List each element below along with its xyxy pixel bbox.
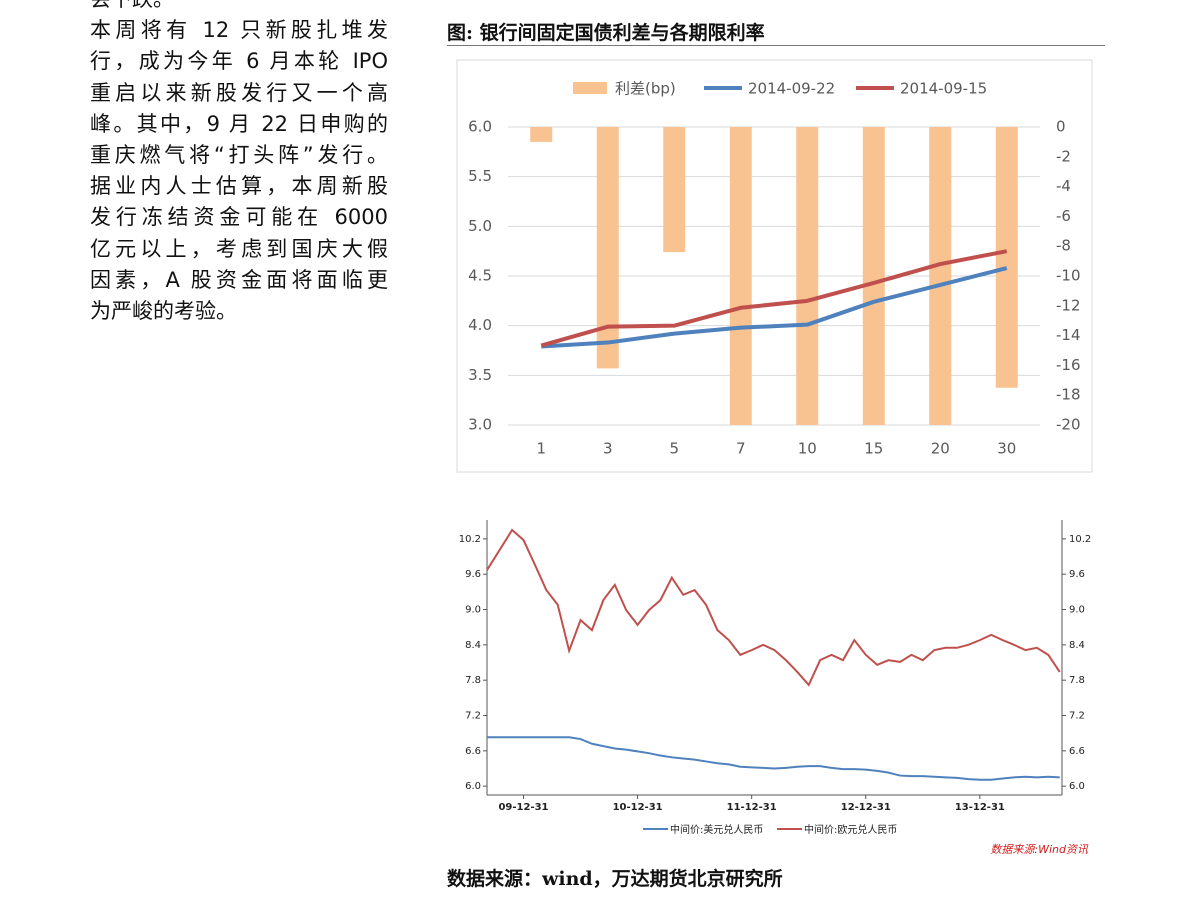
x-tick-label: 15 xyxy=(864,440,883,458)
x-tick-label: 1 xyxy=(536,440,546,458)
y-tick-label: 9.0 xyxy=(465,605,481,616)
y-tick-label: 5.5 xyxy=(468,167,492,185)
y-tick-label: 4.5 xyxy=(468,267,492,285)
x-tick-label: 20 xyxy=(931,440,950,458)
x-tick-label: 13-12-31 xyxy=(955,802,1005,813)
y2-tick-label: -4 xyxy=(1056,177,1071,195)
y2-tick-label: 6.0 xyxy=(1069,781,1085,792)
y-tick-label: 6.0 xyxy=(465,781,481,792)
y2-tick-label: -16 xyxy=(1056,356,1081,374)
y2-tick-label: 10.2 xyxy=(1069,534,1091,545)
x-tick-label: 12-12-31 xyxy=(841,802,891,813)
x-tick-label: 10-12-31 xyxy=(613,802,663,813)
text-line: 发行冻结资金可能在 6000 xyxy=(90,205,388,230)
y2-tick-label: -8 xyxy=(1056,237,1071,255)
legend-label: 利差(bp) xyxy=(615,80,676,98)
bar xyxy=(596,127,619,369)
text-line: 重庆燃气将“打头阵”发行。 xyxy=(90,142,388,167)
text-line: 本周将有 12 只新股扎堆发 xyxy=(90,18,388,43)
source-note: 数据来源：wind，万达期货北京研究所 xyxy=(447,868,783,890)
y2-tick-label: -14 xyxy=(1056,326,1081,344)
x-tick-label: 10 xyxy=(798,440,817,458)
y2-tick-label: 9.0 xyxy=(1069,605,1085,616)
text-line: 重启以来新股发行又一个高 xyxy=(90,80,388,105)
y-tick-label: 7.8 xyxy=(465,675,481,686)
text-line: 据业内人士估算，本周新股 xyxy=(90,174,388,199)
legend-label: 中间价:美元兑人民币 xyxy=(670,823,763,836)
y-tick-label: 7.2 xyxy=(465,711,481,722)
legend-label: 2014-09-22 xyxy=(748,80,835,98)
bar xyxy=(796,127,819,425)
x-tick-label: 09-12-31 xyxy=(498,802,548,813)
y-tick-label: 10.2 xyxy=(459,534,481,545)
legend-label: 2014-09-15 xyxy=(900,80,987,98)
y2-tick-label: -18 xyxy=(1056,386,1081,404)
title-rule xyxy=(447,45,1105,46)
annotation: 数据来源:Wind资讯 xyxy=(990,843,1089,856)
y2-tick-label: 6.6 xyxy=(1069,746,1085,757)
bar xyxy=(929,127,952,425)
y-tick-label: 9.6 xyxy=(465,569,481,580)
text-line: 亿元以上，考虑到国庆大假 xyxy=(90,236,388,261)
bar xyxy=(729,127,752,425)
y2-tick-label: -10 xyxy=(1056,267,1081,285)
line xyxy=(487,736,1060,781)
y2-tick-label: 8.4 xyxy=(1069,640,1085,651)
legend-label: 中间价:欧元兑人民币 xyxy=(804,823,897,836)
x-tick-label: 30 xyxy=(997,440,1016,458)
text-line: 会下跌。 xyxy=(90,0,388,15)
y2-tick-label: 0 xyxy=(1056,118,1066,136)
bar xyxy=(995,127,1018,388)
bar xyxy=(862,127,885,425)
bar xyxy=(530,127,553,142)
figure-title: 图: 银行间固定国债利差与各期限利率 xyxy=(447,22,765,44)
y-tick-label: 6.6 xyxy=(465,746,481,757)
y2-tick-label: 7.2 xyxy=(1069,711,1085,722)
text-line: 为严峻的考验。 xyxy=(90,298,237,323)
line xyxy=(540,249,1008,348)
y-tick-label: 5.0 xyxy=(468,217,492,235)
x-tick-label: 3 xyxy=(603,440,613,458)
legend-swatch xyxy=(573,82,607,94)
bar xyxy=(663,127,686,253)
x-tick-label: 7 xyxy=(736,440,746,458)
y-tick-label: 3.5 xyxy=(468,366,492,384)
line xyxy=(486,528,1061,687)
line xyxy=(541,266,1008,349)
y-tick-label: 4.0 xyxy=(468,316,492,334)
y-tick-label: 6.0 xyxy=(468,118,492,136)
y2-tick-label: -6 xyxy=(1056,207,1071,225)
y-tick-label: 8.4 xyxy=(465,640,481,651)
y2-tick-label: 9.6 xyxy=(1069,569,1085,580)
y2-tick-label: -12 xyxy=(1056,296,1081,314)
x-tick-label: 5 xyxy=(669,440,679,458)
y2-tick-label: 7.8 xyxy=(1069,675,1085,686)
text-line: 峰。其中，9 月 22 日申购的 xyxy=(90,111,388,136)
x-tick-label: 11-12-31 xyxy=(727,802,777,813)
chart-frame xyxy=(456,59,1093,473)
y2-tick-label: -20 xyxy=(1056,416,1081,434)
y2-tick-label: -2 xyxy=(1056,147,1071,165)
y-tick-label: 3.0 xyxy=(468,416,492,434)
text-line: 因素，A 股资金面将面临更 xyxy=(90,267,388,292)
text-line: 行，成为今年 6 月本轮 IPO xyxy=(90,49,388,74)
